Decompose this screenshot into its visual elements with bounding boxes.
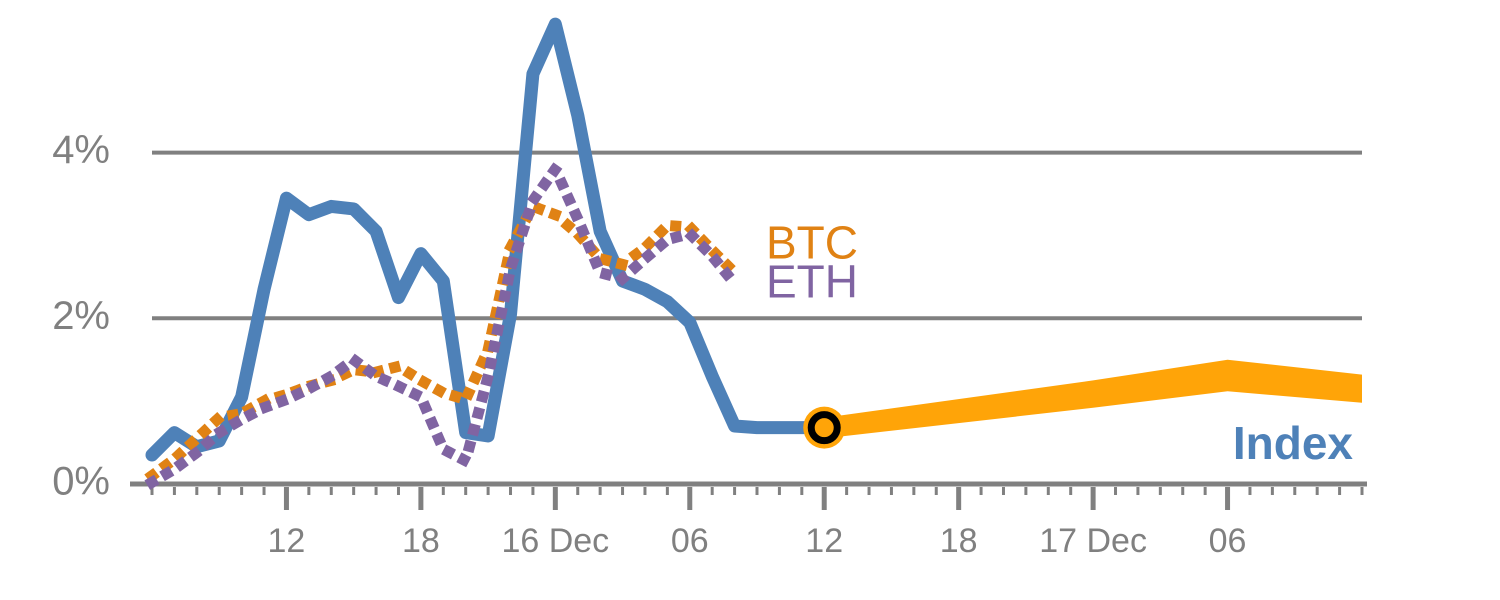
series-group bbox=[144, 17, 1362, 490]
x-tick-label-1: 18 bbox=[402, 522, 440, 560]
y-tick-labels: 0% 2% 4% bbox=[52, 128, 110, 503]
x-tick-label-3: 06 bbox=[671, 522, 709, 560]
x-axis bbox=[130, 481, 1367, 510]
btc-label: BTC bbox=[766, 217, 858, 269]
x-tick-labels: 12 18 16 Dec 06 12 18 17 Dec 06 bbox=[268, 522, 1247, 560]
x-tick-label-5: 18 bbox=[940, 522, 978, 560]
x-tick-label-4: 12 bbox=[805, 522, 843, 560]
current-point[interactable] bbox=[807, 411, 841, 445]
gridlines bbox=[152, 150, 1362, 321]
x-tick-label-7: 06 bbox=[1209, 522, 1247, 560]
y-tick-label-4: 4% bbox=[52, 128, 110, 172]
x-tick-label-2: 16 Dec bbox=[501, 522, 609, 560]
series-line-eth bbox=[144, 158, 743, 490]
eth-label: ETH bbox=[766, 256, 858, 308]
y-tick-label-0: 0% bbox=[52, 460, 110, 504]
index-label: Index bbox=[1233, 417, 1354, 469]
series-band-forecast-band bbox=[824, 359, 1362, 439]
series-line-index bbox=[145, 17, 831, 462]
y-tick-label-2: 2% bbox=[52, 294, 110, 338]
markers-group bbox=[803, 406, 846, 449]
x-tick-label-0: 12 bbox=[268, 522, 306, 560]
x-tick-label-6: 17 Dec bbox=[1039, 522, 1147, 560]
